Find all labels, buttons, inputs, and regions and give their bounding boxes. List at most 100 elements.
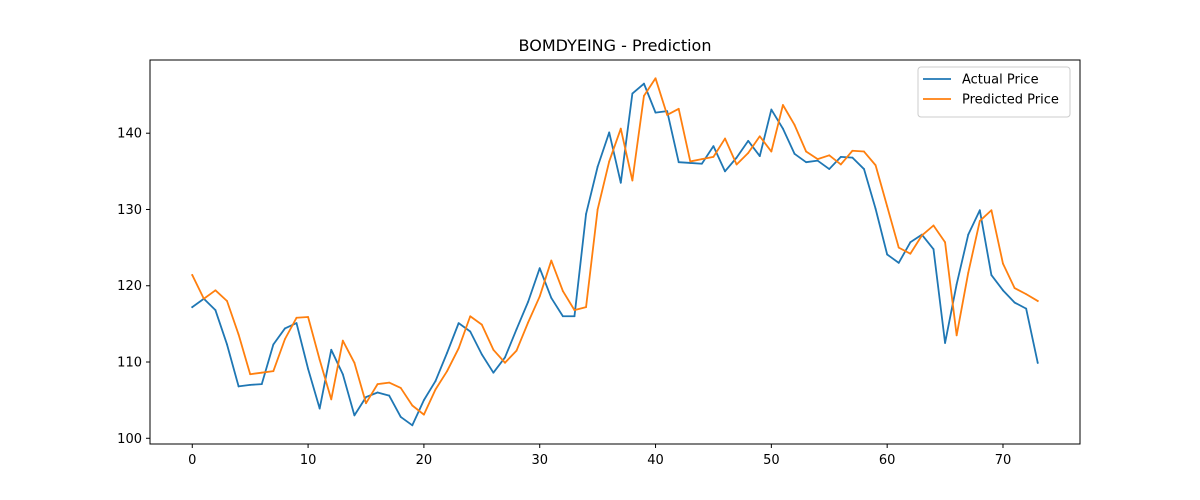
data-point-actual-price (295, 322, 298, 325)
data-point-actual-price (654, 111, 657, 114)
data-point-actual-price (515, 328, 518, 331)
data-point-predicted-price (955, 334, 958, 337)
axes-frame (149, 59, 1081, 445)
data-point-actual-price (388, 394, 391, 397)
data-point-predicted-price (376, 383, 379, 386)
x-tick-label: 70 (995, 453, 1012, 468)
data-point-predicted-price (515, 349, 518, 352)
data-point-predicted-price (712, 155, 715, 158)
data-point-actual-price (677, 161, 680, 164)
data-point-actual-price (990, 274, 993, 276)
data-point-actual-price (724, 170, 726, 173)
legend: Actual Price Predicted Price (917, 66, 1071, 118)
data-point-actual-price (538, 267, 541, 270)
data-point-actual-price (226, 343, 228, 346)
data-point-predicted-price (411, 404, 414, 407)
data-point-actual-price (307, 367, 309, 370)
data-point-actual-price (1002, 289, 1004, 292)
data-point-actual-price (237, 385, 240, 388)
data-point-predicted-price (284, 338, 286, 341)
data-point-predicted-price (631, 179, 634, 182)
x-tick-label: 50 (763, 453, 780, 468)
data-point-actual-price (550, 297, 553, 299)
data-point-predicted-price (747, 152, 750, 154)
data-point-predicted-price (434, 388, 437, 391)
data-point-actual-price (365, 396, 367, 398)
data-point-predicted-price (897, 246, 900, 249)
data-point-predicted-price (272, 370, 275, 373)
data-point-actual-price (330, 348, 333, 351)
data-point-actual-price (423, 399, 425, 402)
data-point-predicted-price (724, 137, 726, 140)
x-tick-label: 20 (416, 453, 433, 468)
data-point-predicted-price (886, 205, 889, 208)
data-point-predicted-price (666, 114, 669, 116)
data-point-predicted-price (226, 300, 228, 302)
data-point-actual-price (1013, 301, 1016, 304)
data-point-predicted-price (932, 224, 935, 227)
data-point-predicted-price (608, 160, 611, 163)
data-point-actual-price (828, 168, 831, 170)
data-point-actual-price (712, 145, 715, 148)
data-point-actual-price (1025, 307, 1028, 310)
data-point-predicted-price (909, 252, 912, 255)
data-point-actual-price (284, 327, 286, 330)
data-point-actual-price (353, 414, 356, 417)
x-tick-label: 60 (879, 453, 896, 468)
data-point-predicted-price (353, 361, 356, 364)
data-point-predicted-price (527, 321, 530, 324)
data-point-predicted-price (654, 77, 657, 80)
x-tick-label: 40 (647, 453, 664, 468)
data-point-actual-price (469, 330, 472, 333)
data-point-predicted-price (677, 107, 680, 110)
data-point-actual-price (758, 155, 761, 158)
x-tick-label: 30 (531, 453, 548, 468)
data-point-actual-price (596, 165, 599, 168)
data-point-predicted-price (1013, 287, 1016, 289)
data-point-predicted-price (237, 333, 240, 336)
data-point-actual-price (851, 156, 854, 159)
data-point-actual-price (399, 416, 402, 418)
series-line-predicted-price (191, 77, 1039, 416)
data-point-predicted-price (573, 309, 576, 312)
data-point-actual-price (944, 342, 946, 344)
data-point-predicted-price (643, 94, 645, 97)
data-point-actual-price (886, 253, 889, 256)
data-point-predicted-price (596, 208, 599, 211)
y-tick-label: 110 (117, 356, 142, 371)
data-point-actual-price (897, 261, 900, 264)
data-point-actual-price (214, 309, 217, 312)
data-point-actual-price (874, 207, 877, 210)
data-point-predicted-price (828, 154, 831, 157)
data-point-predicted-price (446, 370, 448, 373)
series-points-predicted-price (191, 77, 1039, 416)
data-point-actual-price (932, 248, 935, 251)
data-point-predicted-price (1002, 262, 1004, 265)
data-point-predicted-price (863, 150, 865, 153)
data-point-predicted-price (538, 295, 541, 298)
data-point-actual-price (909, 241, 912, 244)
data-point-actual-price (793, 152, 796, 155)
data-point-actual-price (561, 315, 564, 318)
data-point-actual-price (782, 127, 784, 130)
data-point-actual-price (643, 82, 645, 85)
series-points-actual-price (191, 82, 1039, 427)
y-tick-label: 140 (117, 127, 142, 142)
x-tick-label: 10 (300, 453, 317, 468)
data-point-predicted-price (457, 347, 460, 350)
data-point-actual-price (747, 139, 750, 142)
data-point-predicted-price (967, 271, 970, 274)
data-point-predicted-price (990, 209, 993, 212)
data-point-actual-price (492, 371, 495, 374)
data-point-predicted-price (504, 361, 506, 364)
data-point-predicted-price (550, 259, 553, 262)
data-point-predicted-price (191, 274, 194, 276)
data-point-predicted-price (689, 160, 692, 163)
data-point-predicted-price (423, 413, 425, 416)
data-point-predicted-price (816, 158, 819, 161)
data-point-predicted-price (921, 234, 923, 237)
plot-area: 0 10 20 30 40 50 60 70 100 110 120 130 140 (117, 59, 1081, 468)
data-point-predicted-price (260, 371, 263, 374)
data-point-actual-price (863, 168, 865, 170)
